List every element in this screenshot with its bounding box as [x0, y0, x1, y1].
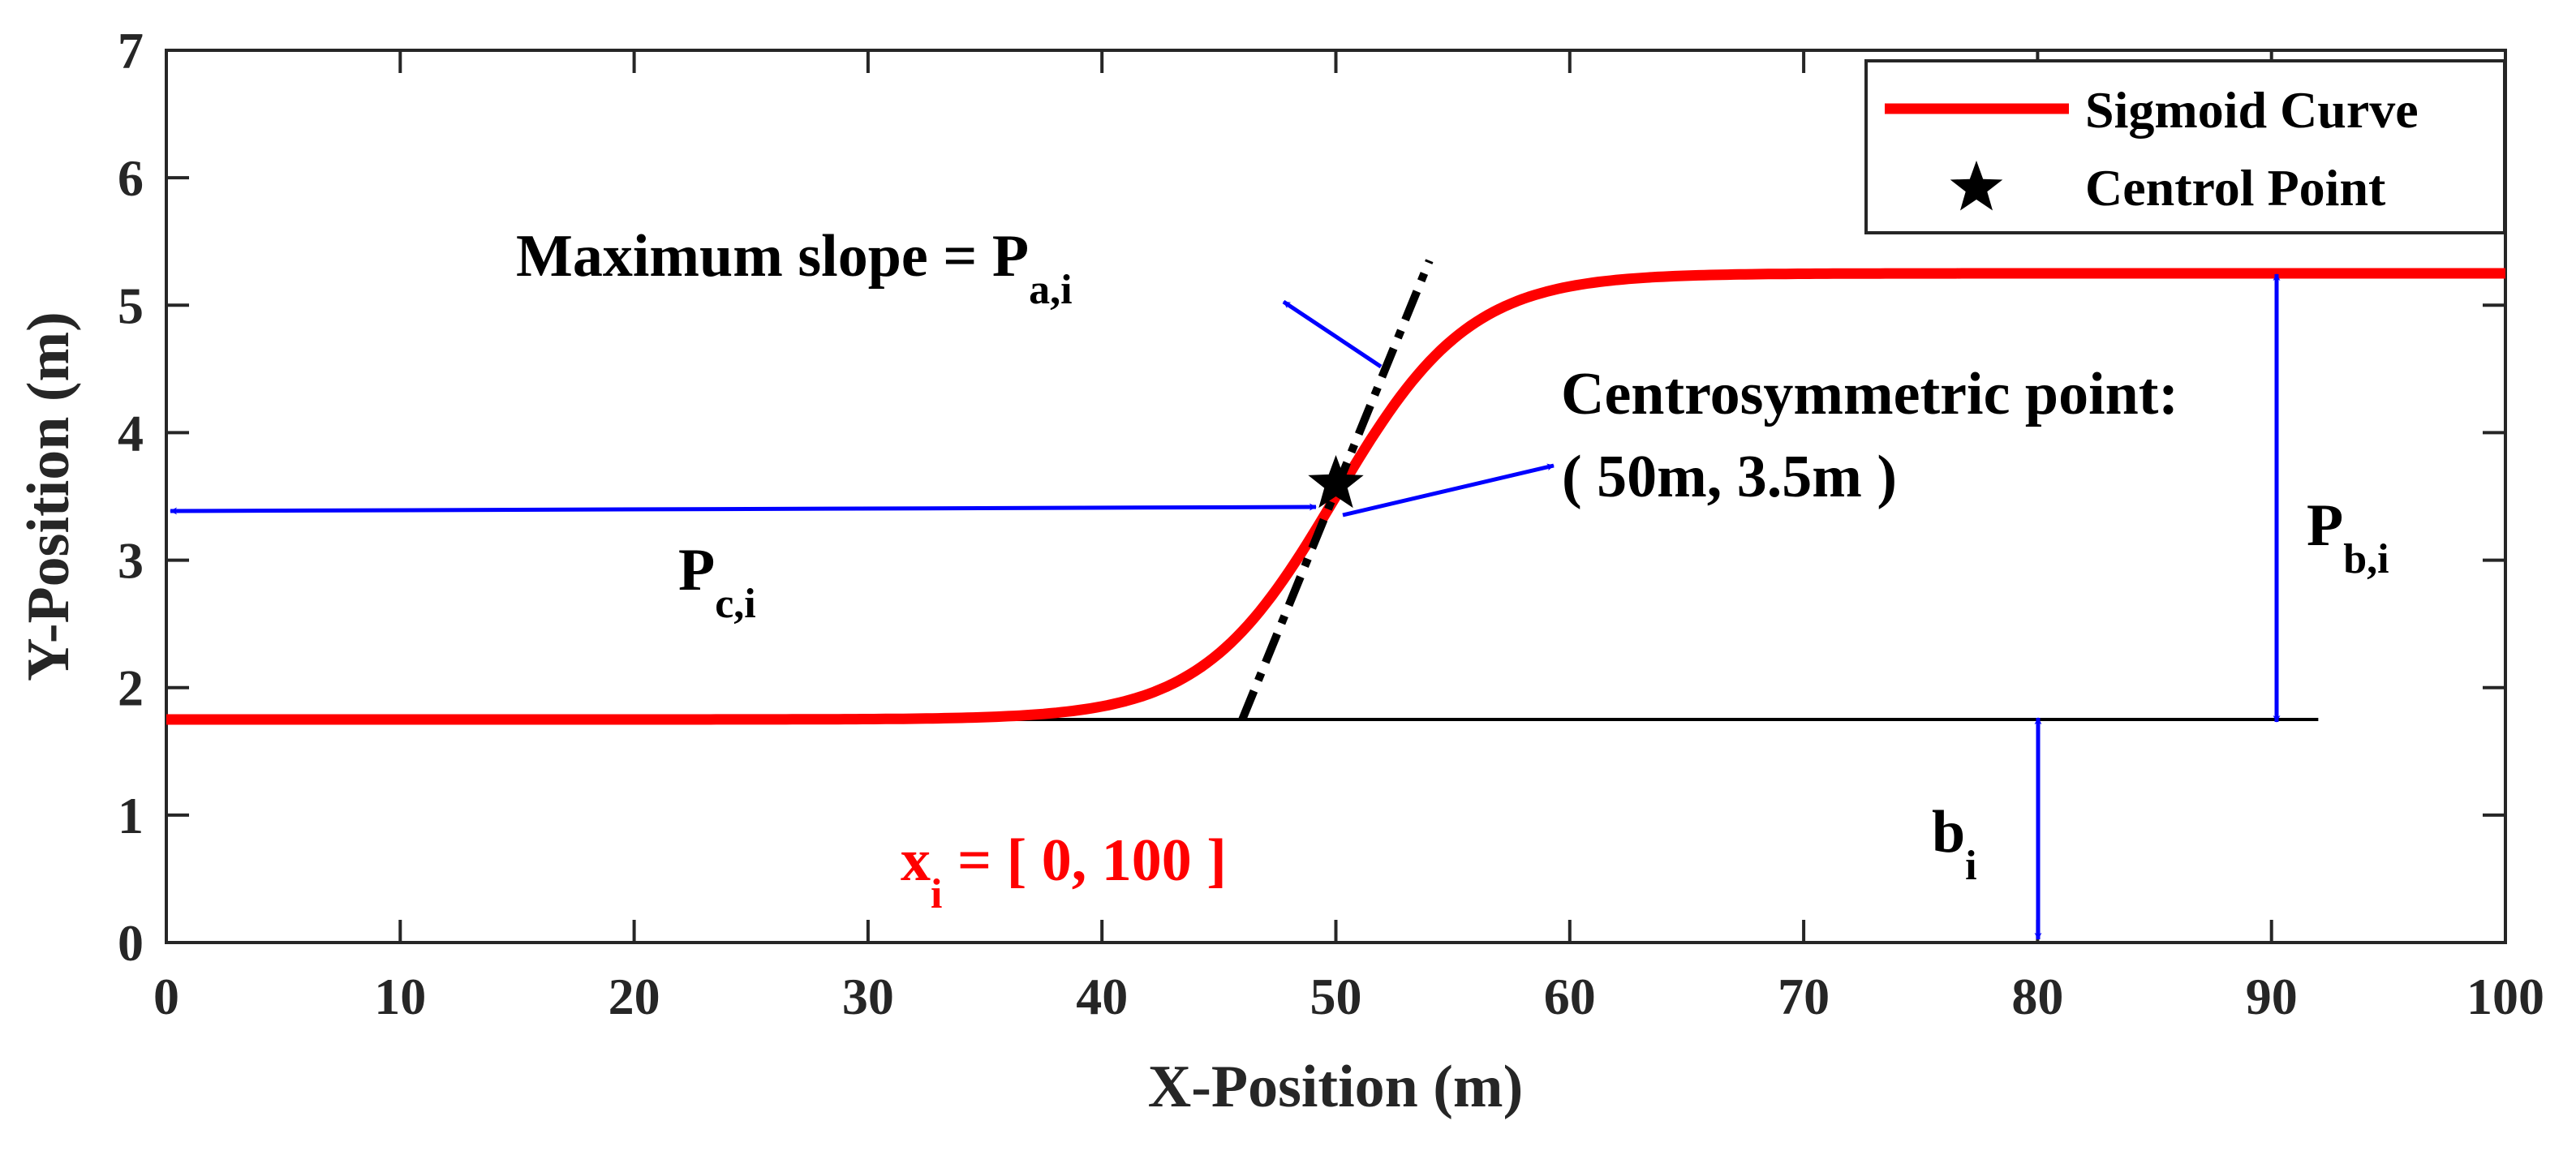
y-ticks: 0 1 2 3 4 5 6 7: [118, 22, 2505, 972]
y-tick-label: 3: [118, 532, 144, 590]
b-label: bi: [1932, 799, 1977, 889]
pc-arrow: [170, 503, 1317, 515]
max-slope-annotation: Maximum slope = Pa,i: [516, 223, 1073, 313]
max-slope-subscript: a,i: [1029, 267, 1072, 313]
b-subscript: i: [1965, 843, 1976, 889]
x-tick-label: 10: [374, 968, 426, 1025]
y-tick-label: 2: [118, 659, 144, 717]
max-slope-text: Maximum slope = P: [516, 223, 1029, 290]
pc-label: Pc,i: [678, 537, 756, 627]
x-range-subscript: i: [931, 871, 942, 917]
y-tick-label: 7: [118, 22, 144, 79]
x-axis-label: X-Position (m): [1148, 1054, 1523, 1120]
y-axis-label: Y-Position (m): [15, 311, 82, 681]
b-text: b: [1932, 799, 1965, 865]
centro-arrow: [1342, 463, 1555, 518]
y-tick-label: 1: [118, 787, 144, 844]
legend-box: [1864, 59, 2506, 234]
x-tick-label: 40: [1076, 968, 1128, 1025]
x-tick-label: 0: [153, 968, 179, 1025]
annotation-arrows: [170, 273, 2281, 940]
y-tick-label: 5: [118, 277, 144, 334]
x-tick-label: 70: [1778, 968, 1830, 1025]
x-tick-label: 100: [2466, 968, 2544, 1025]
pc-subscript: c,i: [715, 581, 756, 627]
centro-value: ( 50m, 3.5m ): [1562, 444, 1897, 510]
x-ticks: 0 10 20 30 40 50 60 70 80 90 100: [153, 50, 2544, 1025]
x-tick-label: 60: [1544, 968, 1596, 1025]
y-tick-label: 4: [118, 404, 144, 462]
control-point-star: [1308, 455, 1364, 509]
x-tick-label: 50: [1310, 968, 1362, 1025]
x-range-annotation: xi = [ 0, 100 ]: [901, 827, 1227, 917]
legend-label-control: Centrol Point: [2085, 159, 2386, 217]
pb-subscript: b,i: [2343, 536, 2389, 582]
x-tick-label: 20: [609, 968, 660, 1025]
pb-label: Pb,i: [2307, 492, 2389, 582]
y-tick-label: 6: [118, 149, 144, 207]
pb-text: P: [2307, 492, 2343, 559]
x-range-var: x: [901, 827, 931, 894]
y-tick-label: 0: [118, 914, 144, 972]
legend-label-sigmoid: Sigmoid Curve: [2085, 81, 2419, 139]
x-tick-label: 90: [2246, 968, 2298, 1025]
centro-title: Centrosymmetric point:: [1561, 361, 2178, 427]
x-range-text: = [ 0, 100 ]: [942, 827, 1226, 894]
x-tick-label: 80: [2011, 968, 2063, 1025]
x-tick-label: 30: [842, 968, 894, 1025]
pc-text: P: [678, 537, 715, 603]
legend: Sigmoid Curve Centrol Point: [1864, 59, 2506, 234]
slope-arrow: [1282, 299, 1383, 369]
legend-star-marker: [1950, 161, 2003, 211]
